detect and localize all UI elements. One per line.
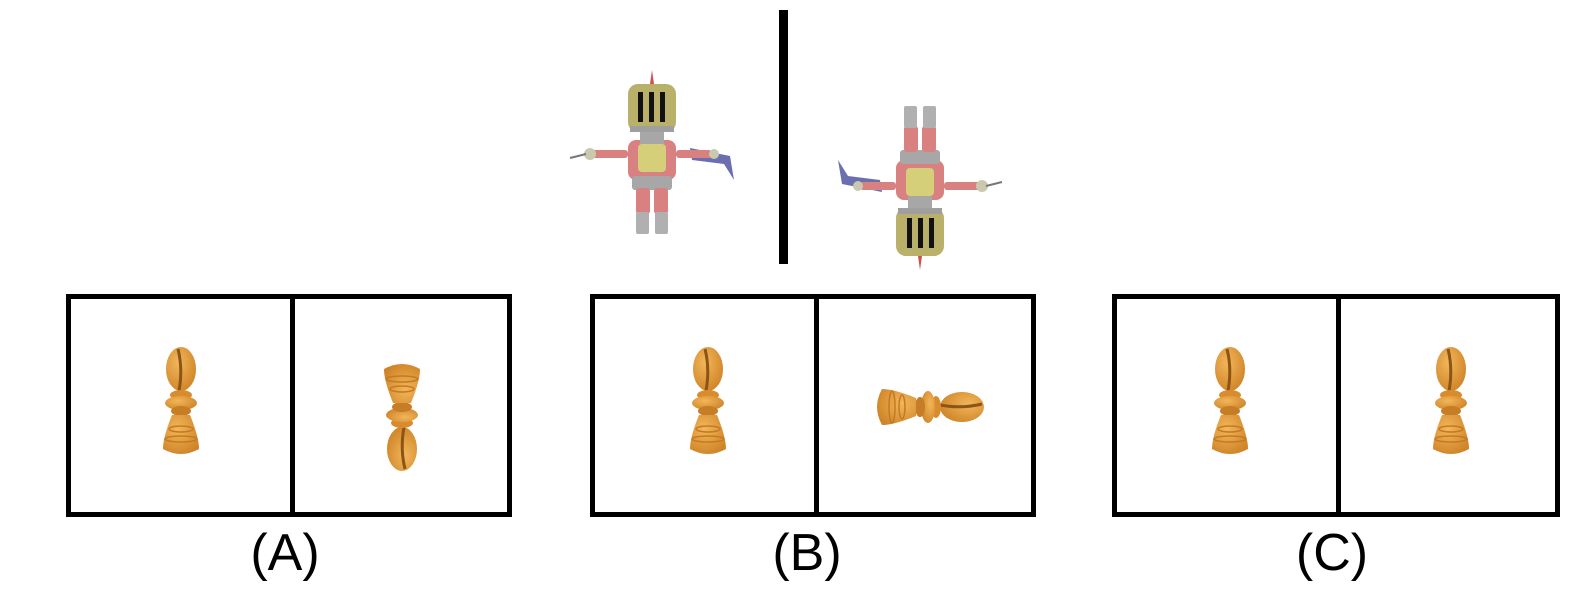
option-b-left-pawn bbox=[688, 345, 728, 456]
reference-knight-right bbox=[837, 105, 1003, 271]
option-a-label: (A) bbox=[250, 524, 320, 582]
option-c-right-pawn bbox=[1431, 345, 1471, 456]
option-c-left-pawn bbox=[1210, 345, 1250, 456]
option-b-panel[interactable] bbox=[590, 294, 1036, 517]
option-b-label: (B) bbox=[772, 524, 842, 582]
reference-divider bbox=[779, 10, 788, 264]
option-a-panel[interactable] bbox=[66, 294, 512, 517]
option-a-right-pawn bbox=[382, 362, 422, 473]
option-c-panel[interactable] bbox=[1112, 294, 1560, 517]
option-c-label: (C) bbox=[1295, 524, 1369, 582]
option-b-right-pawn bbox=[875, 387, 986, 427]
option-a-left-pawn bbox=[161, 345, 201, 456]
reference-knight-left bbox=[569, 69, 735, 235]
